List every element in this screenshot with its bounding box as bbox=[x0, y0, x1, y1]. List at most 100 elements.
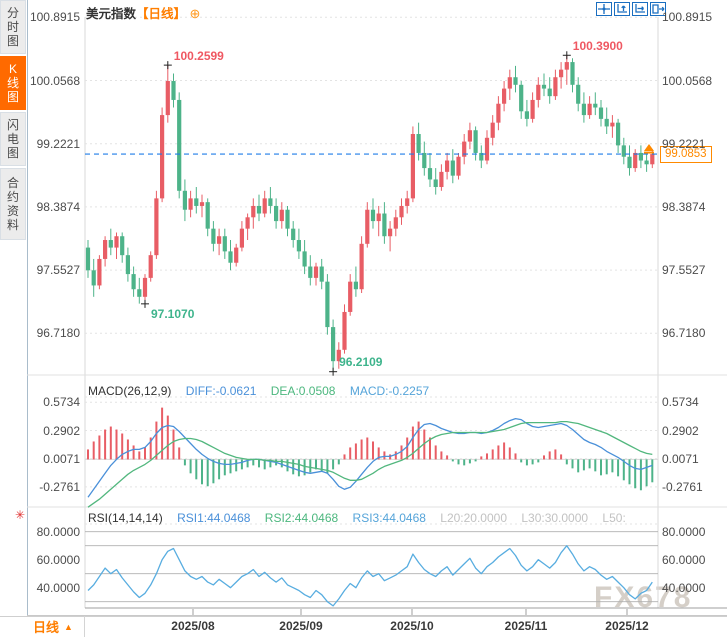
candle-body bbox=[524, 111, 529, 119]
candle-body bbox=[108, 240, 113, 248]
sidebar-item-char: 料 bbox=[6, 218, 19, 232]
sidebar-item-contract[interactable]: 合约资料 bbox=[0, 168, 26, 240]
scale-y-axis-button[interactable] bbox=[614, 2, 630, 16]
candle-body bbox=[279, 209, 284, 222]
candle-body bbox=[319, 266, 324, 282]
candle-body bbox=[627, 156, 632, 169]
sidebar-item-char: 时 bbox=[6, 20, 19, 34]
candle-body bbox=[91, 270, 96, 286]
macd-diff-line bbox=[87, 417, 653, 498]
candle-body bbox=[199, 202, 205, 206]
sidebar-item-char: 图 bbox=[6, 90, 19, 104]
candle-body bbox=[553, 77, 558, 97]
candle-body bbox=[433, 179, 438, 188]
candle-body bbox=[296, 240, 301, 252]
candle-body bbox=[530, 99, 535, 119]
candle-body bbox=[633, 152, 638, 169]
candle-body bbox=[456, 156, 461, 176]
candle-body bbox=[559, 69, 564, 78]
candle-body bbox=[325, 281, 330, 328]
candle-body bbox=[490, 122, 495, 138]
sidebar-item-char: 分 bbox=[6, 6, 19, 20]
candle-body bbox=[251, 205, 256, 218]
candle-body bbox=[114, 236, 119, 248]
candle-body bbox=[650, 154, 655, 165]
candle-body bbox=[370, 209, 376, 222]
candle-body bbox=[165, 81, 170, 116]
candle-body bbox=[211, 228, 216, 244]
candle-body bbox=[479, 152, 484, 161]
candle-body bbox=[576, 84, 581, 104]
candle-body bbox=[450, 160, 455, 176]
scale-x-axis-button[interactable] bbox=[632, 2, 648, 16]
candle-body bbox=[285, 209, 290, 229]
candle-body bbox=[416, 134, 421, 153]
candle-body bbox=[376, 213, 381, 222]
candle-body bbox=[308, 266, 313, 278]
bottom-bar bbox=[0, 616, 727, 637]
sidebar-item-char: K bbox=[8, 62, 17, 76]
candle-body bbox=[256, 205, 262, 214]
candle-body bbox=[342, 311, 347, 350]
candle-body bbox=[142, 277, 148, 297]
candle-body bbox=[587, 103, 592, 116]
macd-dea-line bbox=[87, 420, 653, 508]
candle-body bbox=[484, 137, 490, 161]
candle-body bbox=[393, 217, 398, 229]
candle-body bbox=[353, 281, 358, 290]
up-triangle-icon: ▲ bbox=[64, 621, 73, 632]
candle-body bbox=[502, 88, 507, 104]
candle-body bbox=[262, 198, 267, 214]
candle-body bbox=[245, 217, 250, 229]
candle-body bbox=[120, 236, 125, 256]
pan-exit-button[interactable] bbox=[650, 2, 666, 16]
sidebar-item-char: 约 bbox=[6, 190, 19, 204]
candle-body bbox=[604, 118, 609, 127]
sidebar-item-char: 合 bbox=[6, 176, 19, 190]
candle-body bbox=[274, 205, 279, 222]
candle-body bbox=[519, 84, 524, 112]
candle-body bbox=[593, 103, 598, 108]
rsi-line bbox=[87, 545, 653, 607]
candle-body bbox=[405, 198, 410, 206]
candle-body bbox=[188, 198, 193, 210]
candle-body bbox=[541, 84, 547, 89]
candle-body bbox=[610, 122, 615, 127]
candle-body bbox=[228, 251, 233, 263]
candle-body bbox=[410, 134, 415, 199]
candle-body bbox=[268, 198, 273, 206]
candle-body bbox=[97, 258, 102, 286]
candle-body bbox=[154, 198, 159, 256]
candle-body bbox=[547, 88, 552, 97]
pan-exit-icon bbox=[652, 4, 665, 14]
period-selector[interactable]: 日线 ▲ bbox=[27, 616, 85, 637]
crosshair-icon bbox=[598, 4, 610, 14]
candle-body bbox=[313, 266, 319, 278]
candle-body bbox=[331, 327, 336, 362]
sidebar-item-timeshare[interactable]: 分时图 bbox=[0, 0, 26, 54]
latest-price-marker-icon bbox=[644, 144, 654, 152]
sidebar-item-lightning[interactable]: 闪电图 bbox=[0, 112, 26, 166]
candle-body bbox=[598, 107, 604, 119]
zoom-circle-icon[interactable]: ⊕ bbox=[189, 6, 201, 21]
crosshair-button[interactable] bbox=[596, 2, 612, 16]
sidebar-item-char: 图 bbox=[6, 34, 19, 48]
candle-body bbox=[399, 205, 404, 218]
candle-body bbox=[616, 122, 621, 146]
sidebar-item-char: 图 bbox=[6, 146, 19, 160]
candle-body bbox=[171, 81, 176, 100]
candle-body bbox=[131, 274, 136, 290]
sidebar-item-char: 闪 bbox=[6, 118, 19, 132]
candle-body bbox=[125, 255, 130, 275]
scale-y-axis-icon bbox=[617, 4, 627, 13]
candle-body bbox=[182, 190, 187, 210]
candle-body bbox=[570, 62, 575, 85]
candle-body bbox=[536, 84, 541, 100]
candle-body bbox=[581, 103, 586, 116]
candle-body bbox=[85, 247, 91, 271]
candle-body bbox=[217, 236, 222, 244]
candle-body bbox=[365, 209, 370, 244]
